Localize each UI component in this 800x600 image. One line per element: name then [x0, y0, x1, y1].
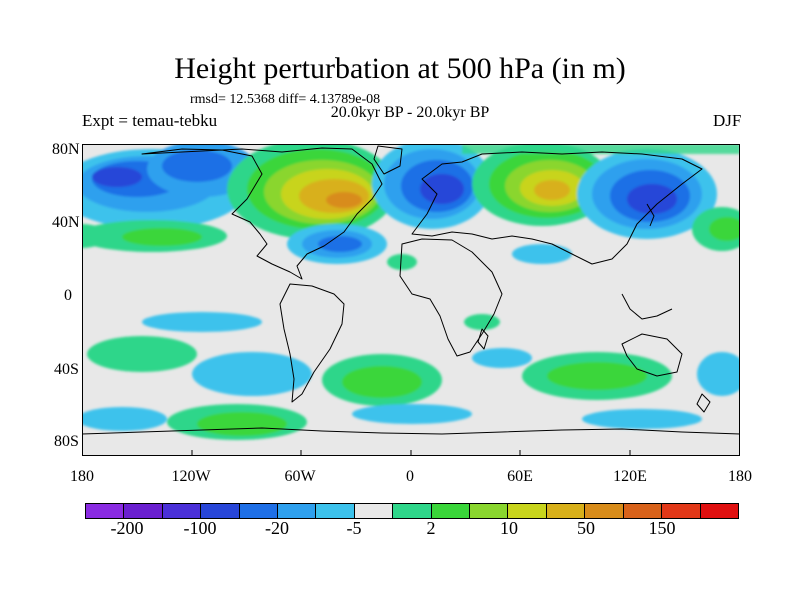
madagascar-coast — [477, 328, 489, 350]
lon-label-60w: 60W — [284, 468, 316, 485]
africa-coast — [399, 238, 503, 357]
australia-coast — [621, 333, 683, 377]
lat-label-0: 0 — [64, 287, 72, 304]
stats-label: rmsd= 12.5368 diff= 4.13789e-08 — [190, 92, 381, 107]
lon-label-180e: 180 — [728, 468, 752, 485]
colorbar-swatch-0 — [86, 504, 125, 518]
colorbar-swatch-7 — [354, 504, 394, 518]
sind-high-core — [547, 362, 647, 390]
south-america-coast — [279, 283, 345, 403]
colorbar-label-150: 150 — [648, 518, 676, 538]
colorbar-label-50: 50 — [577, 518, 595, 538]
colorbar-label-10: 10 — [500, 518, 518, 538]
colorbar-label-2: 2 — [426, 518, 436, 538]
colorbar-swatch-2 — [162, 504, 202, 518]
experiment-label: Expt = temau-tebku — [82, 111, 218, 130]
lon-label-60e: 60E — [507, 468, 533, 485]
europe-low-core — [420, 174, 464, 204]
colorbar-swatch-15 — [662, 504, 701, 518]
antarctic-high-core — [197, 412, 287, 436]
swpac-low — [697, 352, 740, 396]
africa-high — [387, 254, 417, 270]
tropical-pacific-low — [142, 312, 262, 332]
colorbar-swatch-14 — [623, 504, 663, 518]
lon-label-120e: 120E — [613, 468, 647, 485]
colorbar-swatch-11 — [508, 504, 547, 518]
eastasia-low-core — [627, 184, 677, 214]
satl-high-core — [342, 366, 422, 398]
antarctic-low-west — [82, 407, 167, 431]
colorbar-label-neg20: -20 — [265, 518, 289, 538]
npac-subtrop-high-core — [122, 228, 202, 246]
season-label: DJF — [713, 111, 742, 130]
colorbar-swatch-10 — [470, 504, 509, 518]
colorbar — [85, 503, 739, 519]
antarctic-low-east — [582, 409, 702, 429]
lon-label-0: 0 — [406, 468, 414, 485]
indonesia-coast — [621, 293, 673, 320]
antarctica-coast — [82, 427, 740, 435]
colorbar-label-neg200: -200 — [110, 518, 144, 538]
colorbar-swatch-9 — [431, 504, 471, 518]
axis-ticks — [191, 450, 631, 456]
sindian-low — [472, 348, 532, 368]
coastlines — [82, 145, 740, 435]
colorbar-swatch-6 — [316, 504, 355, 518]
wna-low-inner — [162, 150, 232, 182]
antarctic-low-mid — [352, 404, 472, 424]
npac-east-high-core — [709, 217, 740, 241]
spac-high — [87, 336, 197, 372]
period-label: 20.0kyr BP - 20.0kyr BP — [330, 104, 490, 121]
colorbar-swatch-12 — [546, 504, 586, 518]
colorbar-swatch-4 — [239, 504, 279, 518]
colorbar-swatch-3 — [201, 504, 240, 518]
lon-label-180w: 180 — [70, 468, 94, 485]
new-zealand-coast — [696, 393, 711, 413]
lon-label-120w: 120W — [171, 468, 211, 485]
watl-low-core — [318, 236, 362, 252]
left-edge-high — [82, 224, 107, 248]
japan-coast — [646, 203, 655, 227]
mideast-low — [512, 244, 572, 264]
lat-label-80s: 80S — [54, 433, 79, 450]
colorbar-swatch-13 — [585, 504, 624, 518]
greenland-coast — [373, 145, 403, 175]
colorbar-swatch-16 — [700, 504, 738, 518]
indian-high — [464, 314, 500, 330]
colorbar-label-neg100: -100 — [183, 518, 217, 538]
colorbar-swatch-1 — [124, 504, 163, 518]
colorbar-label-neg5: -5 — [346, 518, 362, 538]
north-america-coast — [141, 147, 383, 280]
colorbar-swatch-5 — [278, 504, 317, 518]
siberia-high-core — [534, 180, 570, 200]
sepac-low — [192, 352, 312, 396]
colorbar-swatch-8 — [393, 504, 432, 518]
lat-label-80n: 80N — [52, 141, 80, 158]
atlantic-high-core — [326, 192, 362, 208]
map-title: Height perturbation at 500 hPa (in m) — [174, 52, 626, 85]
height-perturbation-map — [82, 144, 740, 456]
arctic-band — [462, 144, 740, 154]
pacific-low-core — [92, 167, 142, 187]
lat-label-40s: 40S — [54, 361, 79, 378]
lat-label-40n: 40N — [52, 214, 80, 231]
contour-fields — [82, 144, 740, 440]
eurasia-coast — [411, 151, 703, 265]
